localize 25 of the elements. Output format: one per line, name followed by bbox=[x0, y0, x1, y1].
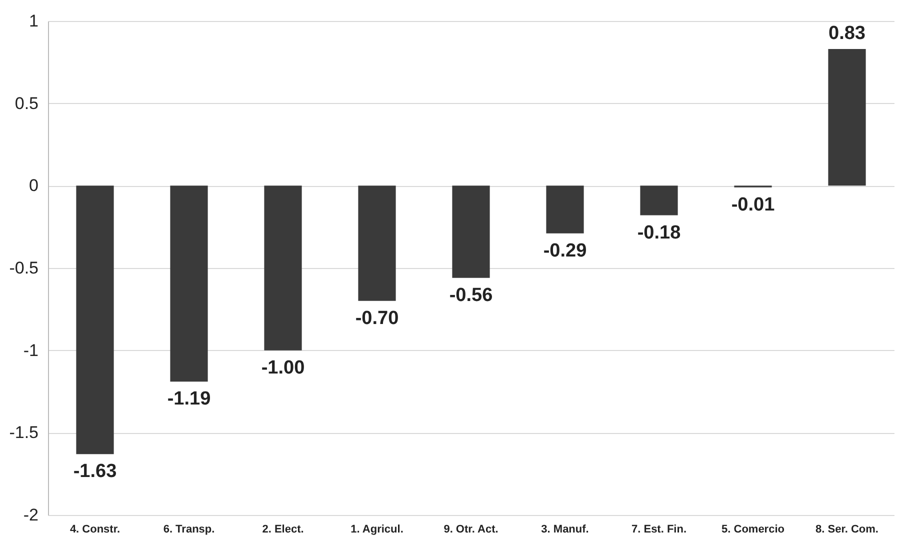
data-label: -0.56 bbox=[449, 284, 493, 306]
data-label: -0.29 bbox=[543, 240, 587, 262]
data-label: -1.63 bbox=[73, 461, 117, 482]
x-tick-label: 7. Est. Fin. bbox=[631, 524, 687, 536]
data-label: -0.01 bbox=[731, 194, 776, 216]
x-tick-label: 8. Ser. Com. bbox=[816, 524, 878, 536]
x-tick-label: 3. Manuf. bbox=[541, 524, 589, 536]
data-label: -1.00 bbox=[261, 357, 305, 378]
y-tick-label: 0.5 bbox=[14, 94, 38, 113]
y-tick-label: -1.5 bbox=[9, 423, 38, 442]
y-tick-label: 1 bbox=[29, 12, 38, 30]
x-tick-label: 2. Elect. bbox=[262, 524, 304, 536]
y-tick-label: -0.5 bbox=[9, 258, 38, 278]
data-label: -0.70 bbox=[355, 308, 399, 329]
y-tick-label: 0 bbox=[29, 176, 38, 196]
data-label: 0.83 bbox=[828, 22, 866, 44]
x-tick-label: 6. Transp. bbox=[163, 524, 215, 536]
x-tick-label: 5. Comercio bbox=[722, 524, 785, 536]
x-tick-label: 1. Agricul. bbox=[350, 524, 404, 536]
y-tick-label: -2 bbox=[23, 506, 38, 524]
x-tick-label: 9. Otr. Act. bbox=[444, 524, 498, 536]
y-tick-label: -1 bbox=[23, 340, 38, 360]
data-label: -0.18 bbox=[637, 222, 681, 244]
data-label: -1.19 bbox=[167, 388, 211, 410]
x-tick-label: 4. Constr. bbox=[70, 524, 120, 536]
